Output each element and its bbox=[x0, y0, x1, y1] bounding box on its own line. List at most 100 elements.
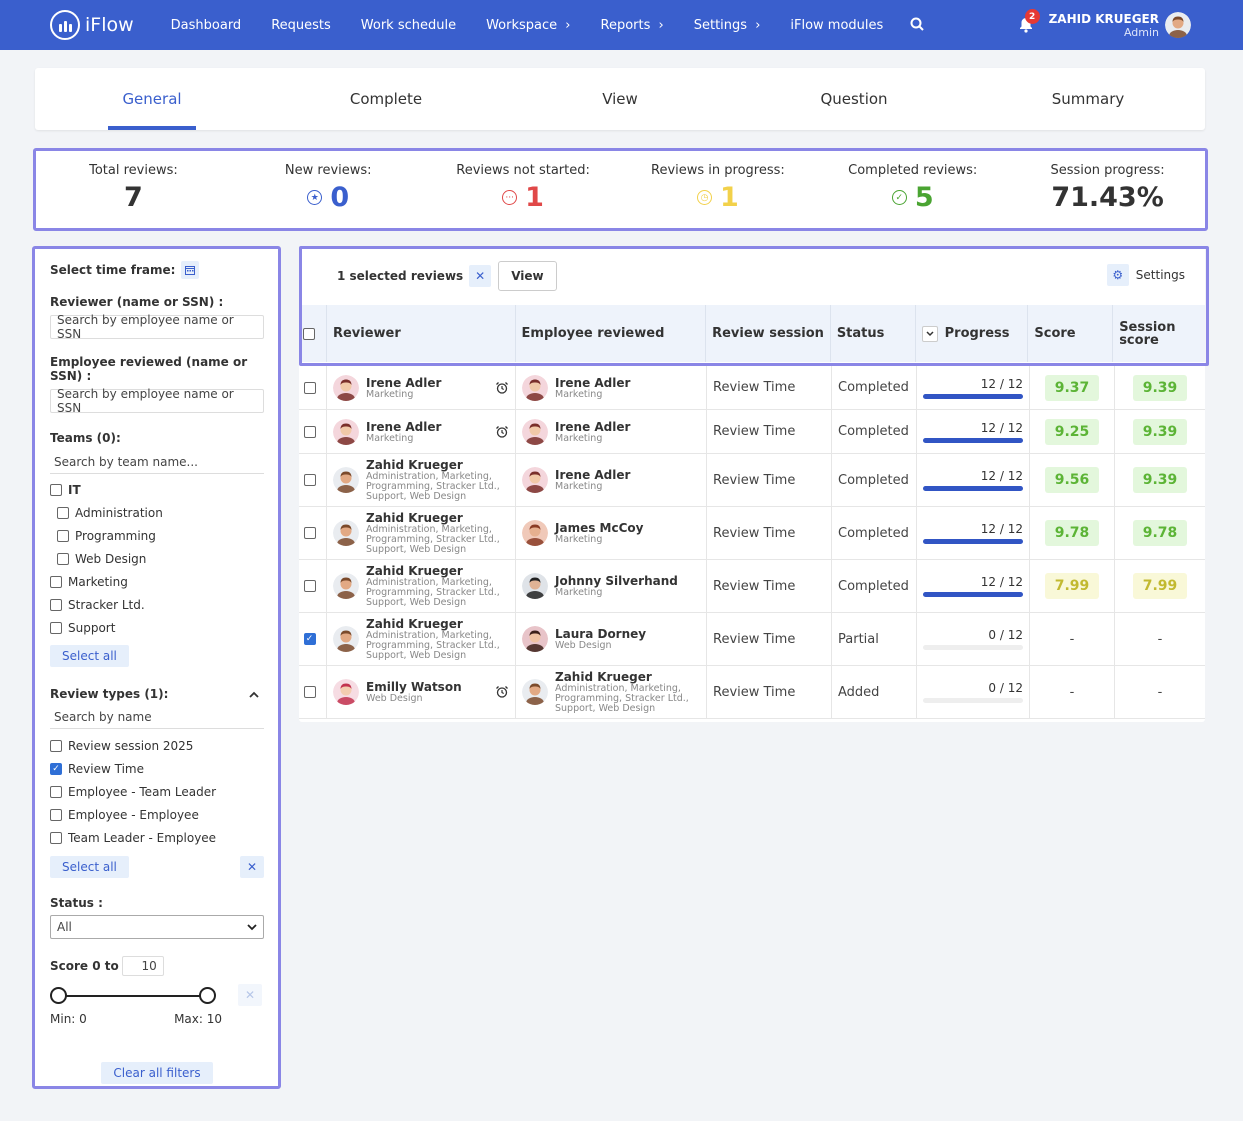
session-score-cell: 9.39 bbox=[1115, 366, 1205, 409]
team-checkbox-programming[interactable]: Programming bbox=[57, 524, 263, 547]
table-row[interactable]: Irene Adler Marketing Irene Adler Marketing… bbox=[299, 366, 1205, 410]
reviewer-search-input[interactable]: Search by employee name or SSN bbox=[50, 313, 264, 341]
reviewer-cell: Zahid Krueger Administration, Marketing, … bbox=[327, 507, 516, 559]
score-max-input[interactable]: 10 bbox=[121, 956, 164, 976]
nav-requests[interactable]: Requests bbox=[271, 17, 331, 33]
review-type-checkbox-employee-team-leader[interactable]: Employee - Team Leader bbox=[50, 780, 263, 803]
progress-cell: 12 / 12 bbox=[917, 507, 1030, 559]
team-checkbox-administration[interactable]: Administration bbox=[57, 501, 263, 524]
view-button[interactable]: View bbox=[498, 260, 557, 291]
row-checkbox[interactable]: ✓ bbox=[299, 613, 327, 665]
slider-max-handle[interactable] bbox=[199, 987, 216, 1004]
table-settings-button[interactable]: ⚙ Settings bbox=[1106, 264, 1185, 286]
row-checkbox[interactable] bbox=[299, 560, 327, 612]
column-review-session[interactable]: Review session bbox=[706, 305, 831, 362]
table-row[interactable]: ✓ Zahid Krueger Administration, Marketing,… bbox=[299, 613, 1205, 666]
team-checkbox-it[interactable]: IT bbox=[50, 478, 263, 501]
team-checkbox-stracker-ltd[interactable]: Stracker Ltd. bbox=[50, 593, 263, 616]
employee-search-input[interactable]: Search by employee name or SSN bbox=[50, 387, 264, 415]
employee-avatar bbox=[522, 374, 548, 401]
session-cell: Review Time bbox=[707, 613, 832, 665]
check-circle-icon: ✓ bbox=[891, 190, 907, 205]
employee-teams: Marketing bbox=[555, 534, 603, 545]
teams-select-all-button[interactable]: Select all bbox=[50, 645, 129, 667]
stat-label: Reviews not started: bbox=[456, 163, 590, 178]
user-menu[interactable]: ZAHID KRUEGER Admin bbox=[1049, 12, 1159, 39]
clear-score-icon[interactable]: ✕ bbox=[238, 984, 262, 1006]
gear-icon: ⚙ bbox=[1106, 264, 1129, 286]
team-checkbox-support[interactable]: Support bbox=[50, 616, 263, 639]
chevron-up-icon[interactable] bbox=[249, 687, 259, 701]
sort-chevron-icon[interactable] bbox=[921, 325, 938, 342]
notification-bell-icon[interactable]: 2 bbox=[1019, 9, 1040, 33]
employee-cell: James McCoy Marketing bbox=[516, 507, 707, 559]
column-progress[interactable]: Progress bbox=[916, 305, 1029, 362]
stat-new-reviews: New reviews: ★ 0 bbox=[231, 151, 426, 228]
table-row[interactable]: Zahid Krueger Administration, Marketing, … bbox=[299, 560, 1205, 613]
row-checkbox[interactable] bbox=[299, 507, 327, 559]
employee-teams: Administration, Marketing, Programming, … bbox=[555, 683, 689, 714]
table-row[interactable]: Emilly Watson Web Design Zahid Krueger Admi… bbox=[299, 666, 1205, 719]
nav-iflow-modules[interactable]: iFlow modules bbox=[790, 17, 884, 33]
stat-value: 1 bbox=[720, 182, 739, 213]
team-search-input[interactable]: Search by team name... bbox=[50, 450, 264, 474]
stat-label: Session progress: bbox=[1050, 163, 1165, 178]
tab-general[interactable]: General bbox=[35, 68, 269, 130]
reviewer-avatar bbox=[333, 467, 359, 493]
nav-reports[interactable]: Reports › bbox=[600, 17, 664, 33]
tab-summary[interactable]: Summary bbox=[1051, 90, 1125, 108]
nav-workspace[interactable]: Workspace › bbox=[486, 17, 571, 33]
row-checkbox[interactable] bbox=[299, 410, 327, 453]
table-row[interactable]: Zahid Krueger Administration, Marketing, … bbox=[299, 454, 1205, 507]
review-type-search-input[interactable]: Search by name bbox=[50, 705, 264, 729]
column-status[interactable]: Status bbox=[831, 305, 916, 362]
review-type-checkbox-review-session-2025[interactable]: Review session 2025 bbox=[50, 734, 263, 757]
row-checkbox[interactable] bbox=[299, 454, 327, 506]
session-cell: Review Time bbox=[707, 366, 832, 409]
slider-min-handle[interactable] bbox=[50, 987, 67, 1004]
team-checkbox-marketing[interactable]: Marketing bbox=[50, 570, 263, 593]
table-row[interactable]: Zahid Krueger Administration, Marketing, … bbox=[299, 507, 1205, 560]
column-score[interactable]: Score bbox=[1028, 305, 1114, 362]
app-logo[interactable]: iFlow bbox=[50, 10, 134, 40]
user-avatar[interactable] bbox=[1165, 12, 1191, 38]
clear-all-filters-button[interactable]: Clear all filters bbox=[101, 1062, 213, 1084]
review-types-select-all-button[interactable]: Select all bbox=[50, 856, 129, 878]
employee-cell: Johnny Silverhand Marketing bbox=[516, 560, 707, 612]
chevron-right-icon: › bbox=[658, 17, 664, 33]
row-checkbox[interactable] bbox=[299, 366, 327, 409]
stat-reviews-not-started: Reviews not started: ··· 1 bbox=[426, 151, 621, 228]
select-all-rows-checkbox[interactable] bbox=[299, 305, 327, 362]
column-session-score[interactable]: Session score bbox=[1119, 319, 1176, 348]
row-checkbox[interactable] bbox=[299, 666, 327, 718]
status-select[interactable]: All bbox=[50, 915, 264, 939]
teams-filter-label: Teams (0): bbox=[50, 431, 121, 445]
column-reviewer[interactable]: Reviewer bbox=[327, 305, 516, 362]
employee-filter-label: Employee reviewed (name or SSN) : bbox=[50, 355, 248, 383]
score-range-slider[interactable] bbox=[50, 986, 216, 1006]
nav-settings[interactable]: Settings › bbox=[693, 17, 761, 33]
reviewer-name: Irene Adler bbox=[366, 375, 442, 390]
alarm-clock-icon bbox=[496, 425, 508, 438]
stat-label: Reviews in progress: bbox=[651, 163, 785, 178]
employee-teams: Marketing bbox=[555, 432, 603, 444]
review-type-checkbox-employee-employee[interactable]: Employee - Employee bbox=[50, 803, 263, 826]
calendar-icon[interactable] bbox=[181, 261, 200, 279]
tab-question[interactable]: Question bbox=[820, 90, 888, 108]
top-navbar: iFlow Dashboard Requests Work schedule Work… bbox=[0, 0, 1243, 50]
nav-dashboard[interactable]: Dashboard bbox=[170, 17, 242, 33]
review-type-checkbox-team-leader-employee[interactable]: Team Leader - Employee bbox=[50, 826, 263, 849]
review-type-checkbox-review-time[interactable]: ✓ Review Time bbox=[50, 757, 263, 780]
nav-work-schedule[interactable]: Work schedule bbox=[360, 17, 457, 33]
slider-min-label: Min: 0 bbox=[50, 1012, 87, 1026]
table-row[interactable]: Irene Adler Marketing Irene Adler Marketing… bbox=[299, 410, 1205, 454]
clear-review-types-icon[interactable]: ✕ bbox=[240, 856, 264, 878]
status-cell: Added bbox=[832, 666, 917, 718]
search-icon[interactable] bbox=[910, 17, 925, 34]
team-checkbox-web-design[interactable]: Web Design bbox=[57, 547, 263, 570]
employee-avatar bbox=[522, 520, 548, 546]
clear-selection-icon[interactable]: ✕ bbox=[469, 264, 492, 287]
column-employee-reviewed[interactable]: Employee reviewed bbox=[516, 305, 707, 362]
tab-complete[interactable]: Complete bbox=[349, 90, 423, 108]
tab-view[interactable]: View bbox=[602, 90, 638, 108]
